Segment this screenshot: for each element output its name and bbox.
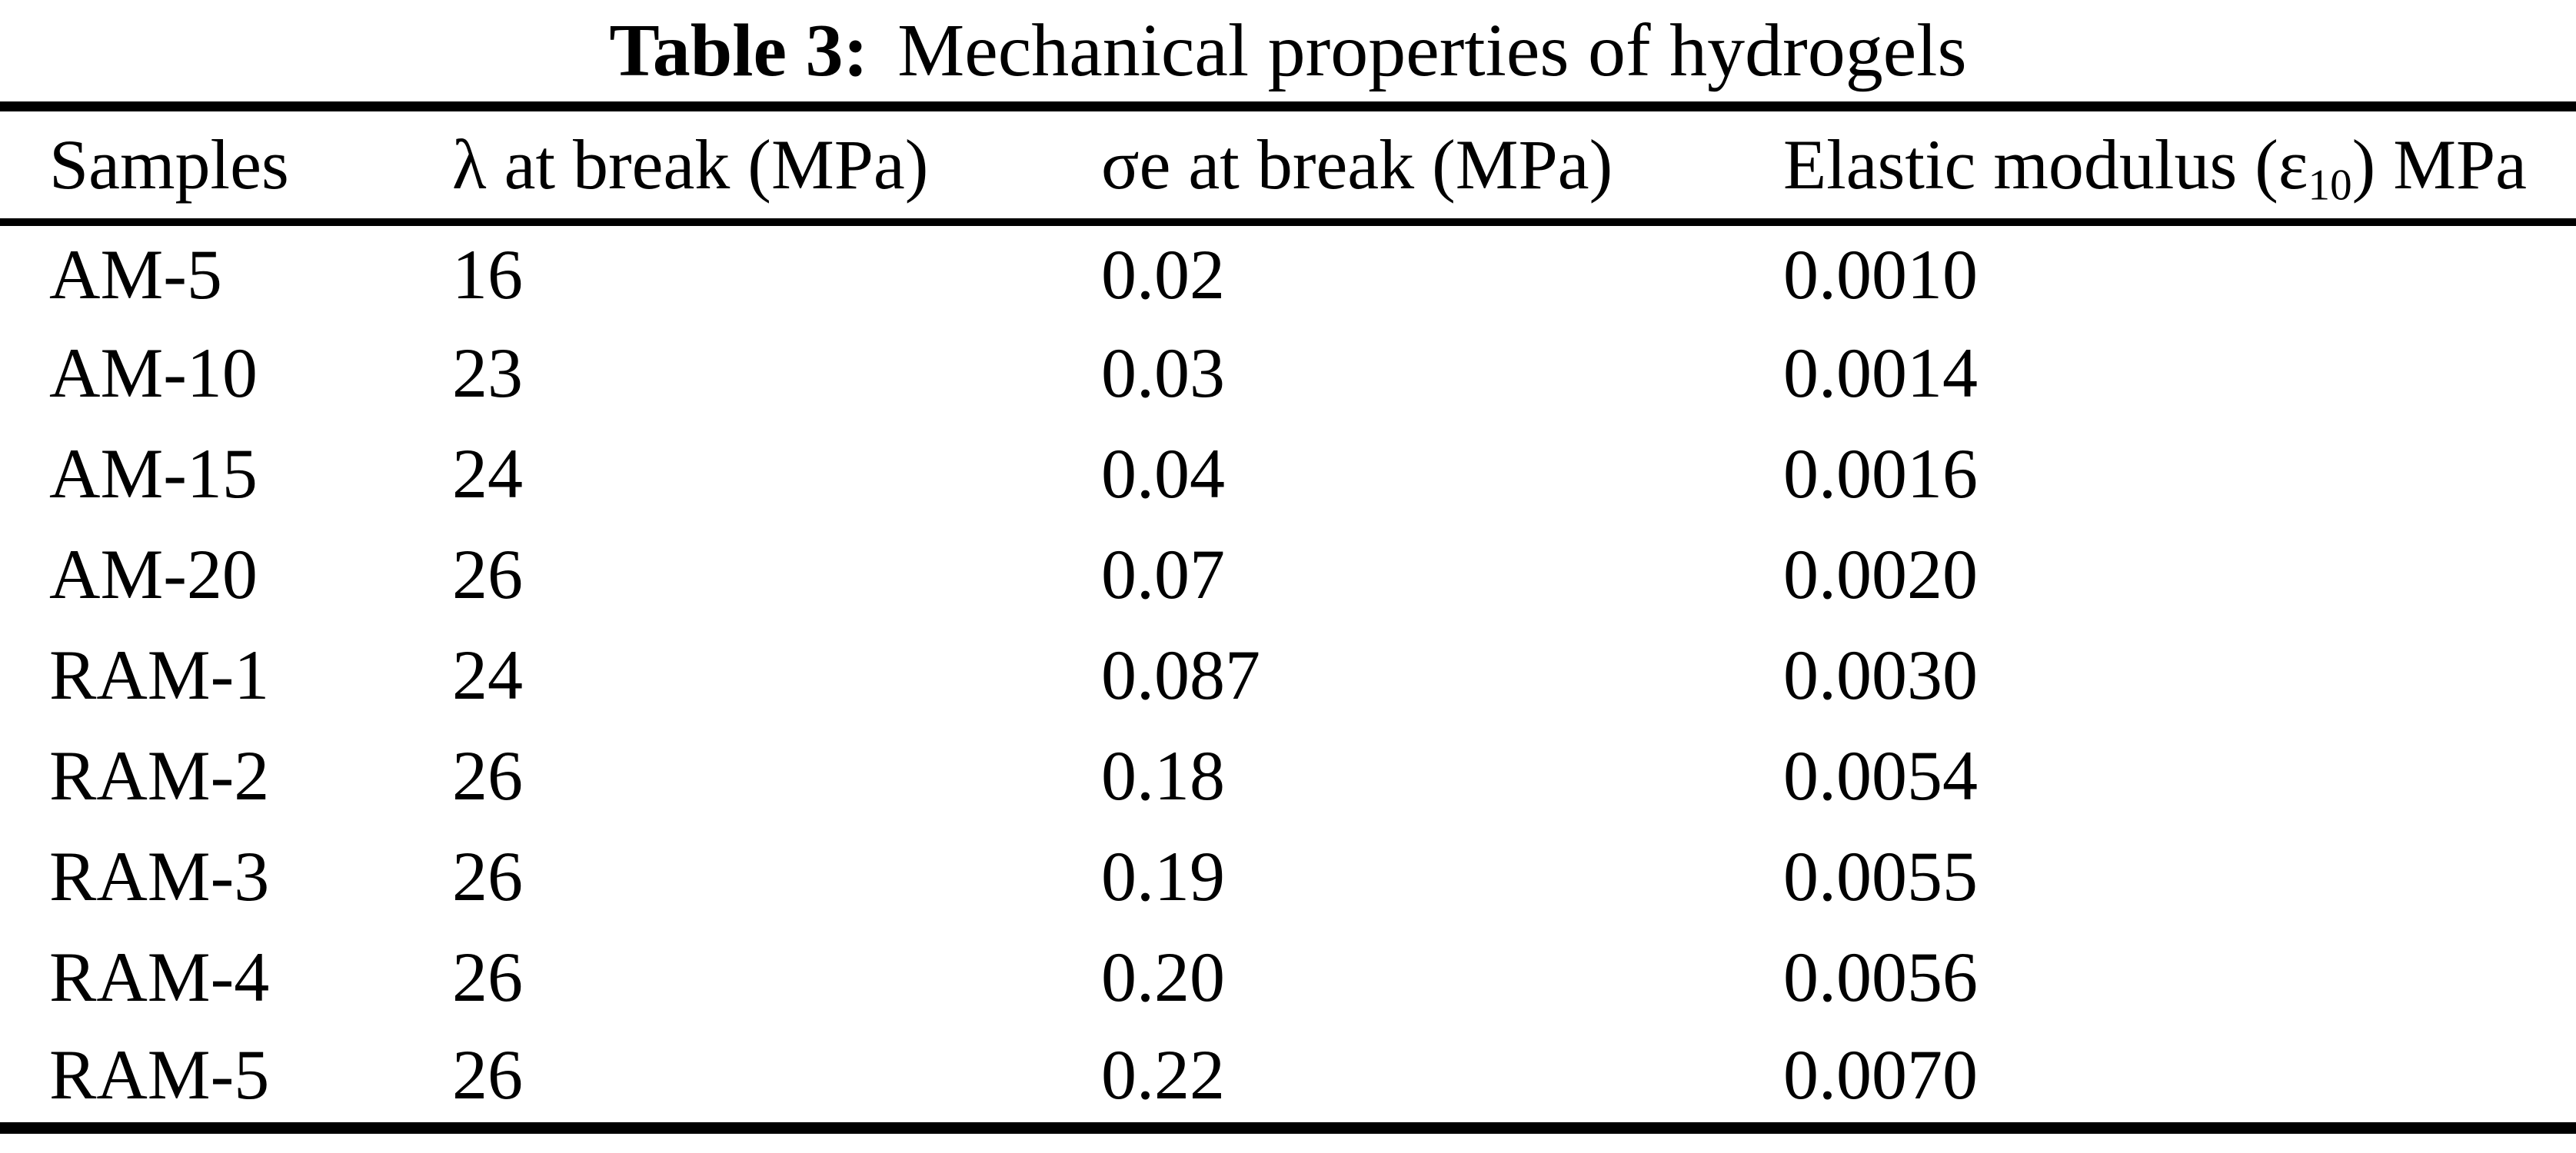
cell-sample: AM-10 <box>49 334 258 412</box>
cell-sigma-e-at-break: 0.07 <box>1101 535 1225 613</box>
table-number-label: Table 3: <box>609 9 869 92</box>
column-header-lambda-at-break: λ at break (MPa) <box>403 106 1052 226</box>
cell-elastic-modulus: 0.0056 <box>1783 938 1978 1016</box>
cell-sigma-e-at-break: 0.04 <box>1101 434 1225 513</box>
cell-sample: RAM-5 <box>49 1035 270 1115</box>
cell-lambda-at-break: 24 <box>452 636 523 714</box>
cell-elastic-modulus: 0.0070 <box>1783 1035 1978 1115</box>
cell-sigma-e-at-break: 0.02 <box>1101 234 1225 314</box>
cell-elastic-modulus: 0.0016 <box>1783 434 1978 513</box>
cell-lambda-at-break: 23 <box>452 334 523 412</box>
cell-elastic-modulus: 0.0020 <box>1783 535 1978 613</box>
cell-elastic-modulus: 0.0055 <box>1783 837 1978 915</box>
cell-lambda-at-break: 16 <box>452 234 523 314</box>
cell-elastic-modulus: 0.0014 <box>1783 334 1978 412</box>
cell-sample: RAM-1 <box>49 636 270 714</box>
cell-lambda-at-break: 26 <box>452 736 523 815</box>
cell-sample: AM-20 <box>49 535 258 613</box>
header-row: Samples λ at break (MPa) σe at break (MP… <box>0 106 2576 226</box>
cell-lambda-at-break: 24 <box>452 434 523 513</box>
table-row: RAM-2 26 0.18 0.0054 <box>0 726 2576 826</box>
cell-lambda-at-break: 26 <box>452 938 523 1016</box>
cell-sample: RAM-3 <box>49 837 270 915</box>
table-row: AM-5 16 0.02 0.0010 <box>0 222 2576 323</box>
cell-elastic-modulus: 0.0054 <box>1783 736 1978 815</box>
cell-lambda-at-break: 26 <box>452 535 523 613</box>
cell-sigma-e-at-break: 0.19 <box>1101 837 1225 915</box>
cell-elastic-modulus: 0.0010 <box>1783 234 1978 314</box>
table-row: AM-20 26 0.07 0.0020 <box>0 524 2576 625</box>
cell-sample: AM-15 <box>49 434 258 513</box>
table-body: AM-5 16 0.02 0.0010 AM-10 23 0.03 0.0014… <box>0 222 2576 1128</box>
cell-sigma-e-at-break: 0.20 <box>1101 938 1225 1016</box>
cell-sample: RAM-4 <box>49 938 270 1016</box>
cell-lambda-at-break: 26 <box>452 837 523 915</box>
cell-sigma-e-at-break: 0.22 <box>1101 1035 1225 1115</box>
column-header-elastic-modulus: Elastic modulus (ε10) MPa <box>1734 106 2576 226</box>
table-caption: Table 3: Mechanical properties of hydrog… <box>0 0 2576 101</box>
table-row: AM-10 23 0.03 0.0014 <box>0 323 2576 424</box>
elastic-modulus-post: ) MPa <box>2351 125 2528 204</box>
cell-elastic-modulus: 0.0030 <box>1783 636 1978 714</box>
mechanical-properties-table: Samples λ at break (MPa) σe at break (MP… <box>0 101 2576 1134</box>
cell-sample: RAM-2 <box>49 736 270 815</box>
cell-sigma-e-at-break: 0.087 <box>1101 636 1260 714</box>
cell-sigma-e-at-break: 0.03 <box>1101 334 1225 412</box>
cell-lambda-at-break: 26 <box>452 1035 523 1115</box>
elastic-modulus-subscript: 10 <box>2308 161 2352 210</box>
table-caption-text: Mechanical properties of hydrogels <box>897 9 1967 92</box>
cell-sample: AM-5 <box>49 234 222 314</box>
elastic-modulus-pre: Elastic modulus (ε <box>1783 125 2308 204</box>
table-row: RAM-5 26 0.22 0.0070 <box>0 1028 2576 1128</box>
table-row: AM-15 24 0.04 0.0016 <box>0 424 2576 524</box>
column-header-sigma-e-at-break: σe at break (MPa) <box>1052 106 1734 226</box>
cell-sigma-e-at-break: 0.18 <box>1101 736 1225 815</box>
table-header: Samples λ at break (MPa) σe at break (MP… <box>0 106 2576 226</box>
column-header-samples: Samples <box>0 106 403 226</box>
table-row: RAM-1 24 0.087 0.0030 <box>0 625 2576 726</box>
table-row: RAM-4 26 0.20 0.0056 <box>0 927 2576 1028</box>
table-row: RAM-3 26 0.19 0.0055 <box>0 826 2576 927</box>
